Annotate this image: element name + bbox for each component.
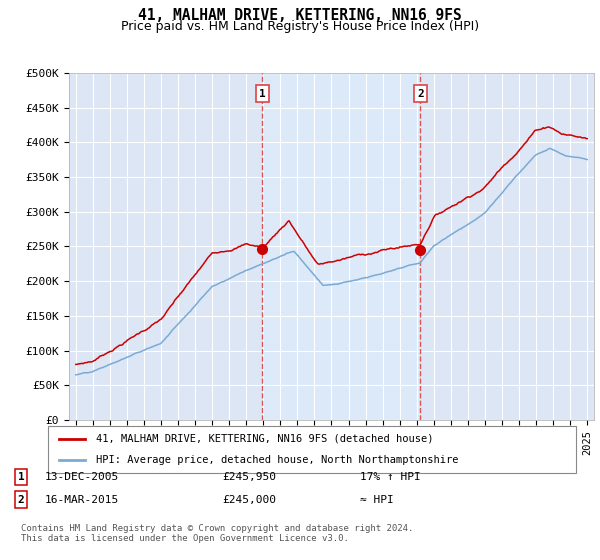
Text: £245,950: £245,950 [222, 472, 276, 482]
Text: 41, MALHAM DRIVE, KETTERING, NN16 9FS (detached house): 41, MALHAM DRIVE, KETTERING, NN16 9FS (d… [95, 434, 433, 444]
Text: Price paid vs. HM Land Registry's House Price Index (HPI): Price paid vs. HM Land Registry's House … [121, 20, 479, 32]
FancyBboxPatch shape [48, 426, 576, 473]
Text: ≈ HPI: ≈ HPI [360, 494, 394, 505]
Text: £245,000: £245,000 [222, 494, 276, 505]
Text: 16-MAR-2015: 16-MAR-2015 [45, 494, 119, 505]
Text: HPI: Average price, detached house, North Northamptonshire: HPI: Average price, detached house, Nort… [95, 455, 458, 465]
Bar [262, 73, 421, 420]
Text: 41, MALHAM DRIVE, KETTERING, NN16 9FS: 41, MALHAM DRIVE, KETTERING, NN16 9FS [138, 8, 462, 24]
Text: 17% ↑ HPI: 17% ↑ HPI [360, 472, 421, 482]
Text: 13-DEC-2005: 13-DEC-2005 [45, 472, 119, 482]
Text: 2: 2 [417, 88, 424, 99]
Text: 2: 2 [17, 494, 25, 505]
Text: 1: 1 [17, 472, 25, 482]
Text: 1: 1 [259, 88, 266, 99]
Text: Contains HM Land Registry data © Crown copyright and database right 2024.
This d: Contains HM Land Registry data © Crown c… [21, 524, 413, 543]
